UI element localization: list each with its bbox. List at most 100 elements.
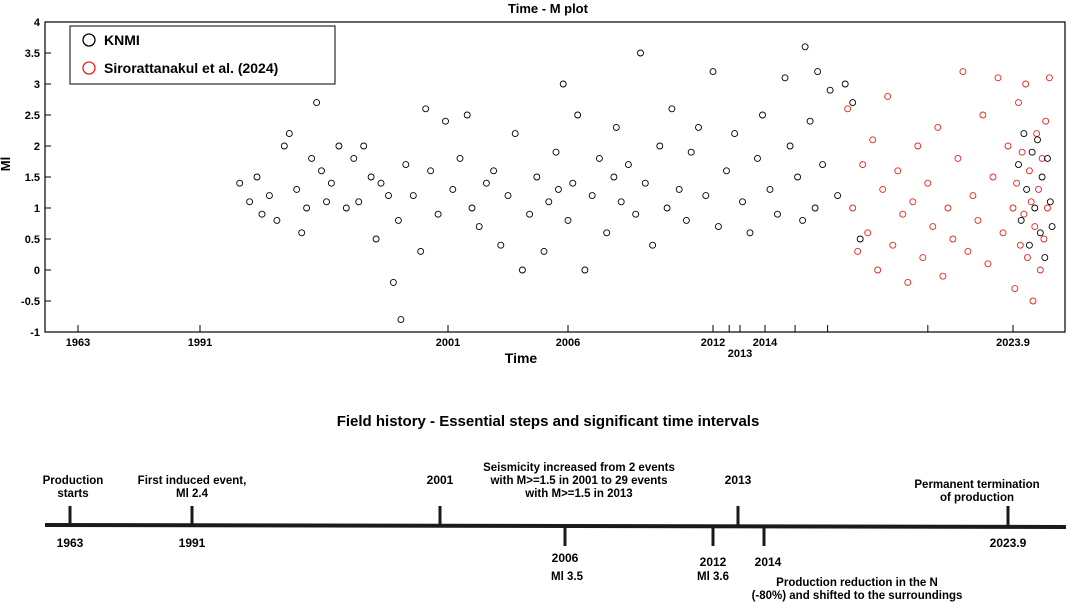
data-point [342, 204, 350, 212]
data-point [814, 68, 822, 76]
data-point [1020, 210, 1028, 218]
data-point [656, 142, 664, 150]
timeline-year: 2012 [700, 555, 727, 569]
series-sirorattanakul [844, 68, 1053, 305]
data-point [994, 74, 1002, 82]
data-point [1036, 229, 1044, 237]
data-point [1044, 154, 1051, 162]
data-point [603, 229, 611, 237]
timeline-event-below-label: Production reduction in the N (-80%) and … [752, 577, 963, 602]
data-point [497, 241, 505, 249]
y-tick-label: 3.5 [25, 48, 40, 60]
data-point [402, 161, 410, 169]
data-point [794, 173, 802, 181]
data-point [909, 198, 917, 206]
data-point [754, 154, 761, 162]
data-point [819, 161, 827, 169]
x-tick-label: 2023.9 [996, 337, 1030, 349]
data-point [714, 223, 722, 231]
y-tick-label: 0.5 [25, 234, 40, 246]
data-point [1015, 99, 1022, 107]
data-point [806, 117, 814, 125]
data-point [731, 130, 739, 138]
timeline-year: 2023.9 [990, 536, 1027, 550]
data-point [844, 105, 852, 113]
data-point [456, 154, 464, 162]
data-point [774, 210, 781, 218]
data-point [1031, 223, 1039, 231]
data-point [335, 142, 343, 150]
data-point [781, 74, 789, 82]
data-point [595, 154, 603, 162]
data-point [1018, 148, 1026, 156]
data-point [989, 173, 997, 181]
data-point [1038, 173, 1046, 181]
timeline-year: 1963 [57, 536, 84, 550]
data-point [258, 210, 266, 218]
data-point [889, 241, 897, 249]
timeline-axis [44, 523, 1067, 529]
data-point [841, 80, 849, 88]
data-point [826, 86, 834, 94]
data-point [554, 185, 562, 193]
data-point [574, 111, 582, 119]
data-point [899, 210, 907, 218]
data-point [984, 260, 992, 268]
data-point [1022, 80, 1030, 88]
timeline-year: 2014 [755, 555, 782, 569]
data-point [1017, 216, 1025, 224]
data-point [1034, 136, 1041, 144]
data-point [979, 111, 987, 119]
data-point [949, 235, 957, 243]
data-point [854, 247, 862, 255]
data-point [280, 142, 288, 150]
data-point [637, 49, 644, 57]
data-point [394, 216, 402, 224]
data-point [313, 99, 321, 107]
x-tick-label: 1991 [188, 337, 212, 349]
data-point [409, 192, 417, 200]
data-point [894, 167, 902, 175]
data-point [1044, 204, 1051, 212]
data-point [1020, 130, 1028, 138]
data-point [1048, 223, 1056, 231]
data-point [1035, 185, 1042, 193]
data-point [675, 185, 683, 193]
timeline-event-above-label: Production starts [43, 475, 104, 500]
data-point [811, 204, 819, 212]
data-point [1041, 254, 1049, 262]
timeline-event-above-label: Seismicity increased from 2 events with M… [483, 462, 675, 500]
data-point [801, 43, 809, 51]
data-point [526, 210, 534, 218]
data-point [545, 198, 553, 206]
y-tick-label: 4 [34, 17, 41, 29]
timeline-event-below-label: Ml 3.5 [551, 571, 584, 583]
legend-marker-knmi [82, 33, 96, 47]
data-point [298, 229, 306, 237]
data-point [303, 204, 311, 212]
data-point [884, 92, 892, 100]
data-point [434, 210, 442, 218]
data-point [236, 179, 244, 187]
data-point [1015, 161, 1022, 169]
data-point [1023, 185, 1031, 193]
series-knmi [236, 43, 1056, 324]
scatter-chart: Time - M plot -1 -0.5 0 0.5 1 1.5 2 2.5 3 3.5 4 19… [0, 1, 1066, 366]
y-axis: -1 -0.5 0 0.5 1 1.5 2 2.5 3 3.5 4 [21, 17, 51, 339]
data-point [293, 185, 301, 193]
data-point [856, 235, 864, 243]
data-point [649, 241, 657, 249]
data-point [1016, 241, 1024, 249]
data-point [924, 179, 932, 187]
data-point [389, 278, 397, 286]
legend: KNMI Sirorattanakul et al. (2024) [69, 25, 336, 85]
timeline: Field history - Essential steps and sign… [43, 413, 1067, 602]
data-point [624, 161, 632, 169]
data-point [308, 154, 316, 162]
data-point [944, 204, 952, 212]
data-point [934, 123, 942, 131]
data-point [588, 192, 596, 200]
x-tick-label: 1963 [66, 337, 90, 349]
x-tick-label: 2013 [728, 348, 752, 360]
